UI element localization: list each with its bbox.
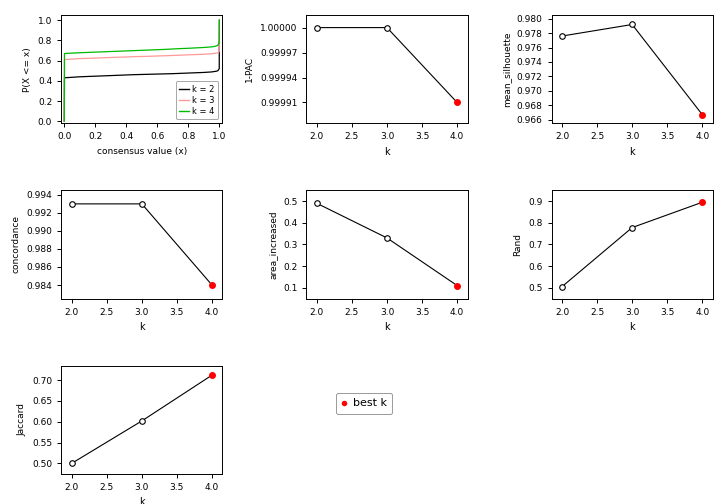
X-axis label: k: k xyxy=(139,497,145,504)
X-axis label: k: k xyxy=(629,322,635,332)
Y-axis label: concordance: concordance xyxy=(12,215,21,274)
X-axis label: consensus value (x): consensus value (x) xyxy=(96,147,187,156)
Y-axis label: P(X <= x): P(X <= x) xyxy=(23,47,32,92)
Y-axis label: mean_silhouette: mean_silhouette xyxy=(502,31,511,107)
Legend: best k: best k xyxy=(336,393,392,414)
Legend: k = 2, k = 3, k = 4: k = 2, k = 3, k = 4 xyxy=(176,81,218,119)
Y-axis label: area_increased: area_increased xyxy=(269,210,277,279)
Y-axis label: Rand: Rand xyxy=(513,233,523,256)
X-axis label: k: k xyxy=(629,147,635,157)
X-axis label: k: k xyxy=(139,322,145,332)
Y-axis label: 1-PAC: 1-PAC xyxy=(246,56,254,82)
X-axis label: k: k xyxy=(384,322,390,332)
X-axis label: k: k xyxy=(384,147,390,157)
Y-axis label: Jaccard: Jaccard xyxy=(17,403,27,436)
